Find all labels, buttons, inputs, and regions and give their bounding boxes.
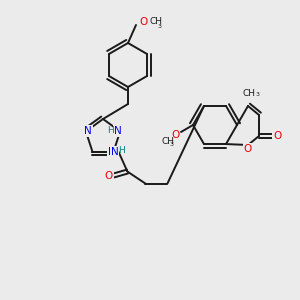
Text: H: H xyxy=(118,146,125,155)
Text: CH: CH xyxy=(162,136,175,146)
Text: CH: CH xyxy=(242,88,256,98)
Text: 3: 3 xyxy=(170,142,174,148)
Text: H: H xyxy=(107,126,113,135)
Text: N: N xyxy=(84,126,92,136)
Text: 3: 3 xyxy=(256,92,260,97)
Text: O: O xyxy=(273,131,281,141)
Text: N: N xyxy=(108,147,116,157)
Text: N: N xyxy=(110,147,118,157)
Text: N: N xyxy=(114,126,122,136)
Text: 3: 3 xyxy=(158,23,162,28)
Text: O: O xyxy=(171,130,179,140)
Text: O: O xyxy=(244,144,252,154)
Text: CH: CH xyxy=(150,17,163,26)
Text: O: O xyxy=(139,17,147,27)
Text: O: O xyxy=(104,171,112,181)
